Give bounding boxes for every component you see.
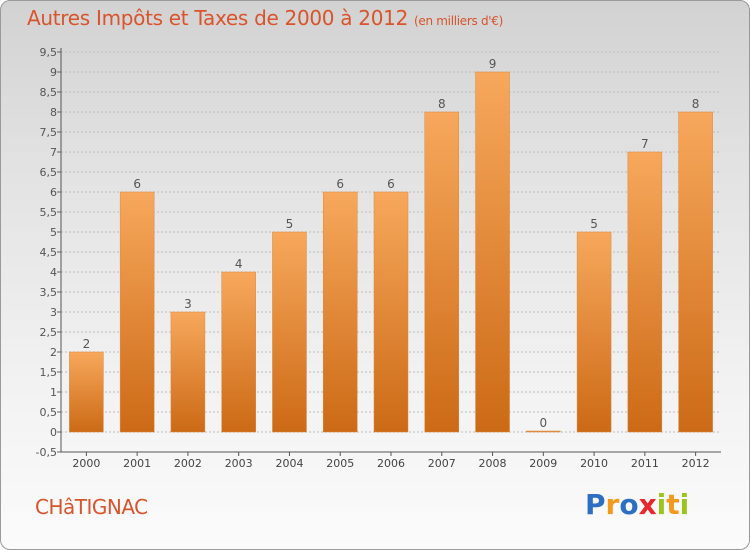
- logo-letter: t: [666, 488, 680, 521]
- x-tick-label: 2010: [580, 457, 608, 470]
- bar-value-label: 3: [184, 297, 192, 311]
- y-tick-label: 5: [50, 226, 57, 239]
- bar-value-label: 6: [336, 177, 344, 191]
- bar-value-label: 5: [590, 217, 598, 231]
- bar: [424, 111, 460, 433]
- logo-letter: i: [656, 488, 667, 521]
- bar: [475, 71, 510, 433]
- y-tick-label: 5,5: [40, 206, 58, 219]
- y-tick-label: 0: [50, 426, 57, 439]
- bar-value-label: 8: [692, 97, 700, 111]
- x-tick-label: 2006: [377, 457, 405, 470]
- y-tick-label: 8: [50, 106, 57, 119]
- logo-letter: o: [619, 488, 639, 521]
- y-tick-label: 9,5: [40, 46, 58, 59]
- bar: [119, 191, 155, 433]
- y-tick-label: 7: [50, 146, 57, 159]
- proxiti-logo: Proxiti: [585, 488, 689, 521]
- x-tick-label: 2003: [225, 457, 253, 470]
- chart-title-text: Autres Impôts et Taxes de 2000 à 2012: [27, 6, 408, 30]
- bar: [221, 271, 256, 433]
- y-tick-label: 7,5: [40, 126, 58, 139]
- logo-letter: P: [585, 488, 606, 521]
- x-tick-label: 2008: [479, 457, 507, 470]
- bar: [272, 231, 307, 433]
- x-tick-label: 2005: [326, 457, 354, 470]
- x-tick-label: 2011: [631, 457, 659, 470]
- y-tick-label: 3,5: [40, 286, 58, 299]
- bar-value-label: 2: [83, 337, 91, 351]
- bar: [678, 111, 713, 433]
- logo-letter: x: [638, 488, 657, 521]
- y-tick-label: 6,5: [40, 166, 58, 179]
- y-tick-label: 9: [50, 66, 57, 79]
- bar: [526, 430, 561, 433]
- bar-value-label: 6: [133, 177, 141, 191]
- y-tick-label: 1,5: [40, 366, 58, 379]
- logo-letter: i: [679, 488, 690, 521]
- bar-value-label: 7: [641, 137, 649, 151]
- x-tick-label: 2009: [529, 457, 557, 470]
- y-tick-label: 2: [50, 346, 57, 359]
- x-tick-label: 2007: [428, 457, 456, 470]
- commune-name: CHâTIGNAC: [35, 495, 148, 519]
- x-tick-label: 2002: [174, 457, 202, 470]
- bar: [627, 151, 663, 433]
- bar-value-label: 4: [235, 257, 243, 271]
- bar-value-label: 5: [286, 217, 294, 231]
- x-tick-label: 2000: [72, 457, 100, 470]
- chart-subtitle: (en milliers d'€): [414, 14, 504, 28]
- bar: [576, 231, 612, 433]
- bar-value-label: 8: [438, 97, 446, 111]
- y-tick-label: 0,5: [40, 406, 58, 419]
- bar-value-label: 6: [387, 177, 395, 191]
- x-tick-label: 2004: [275, 457, 303, 470]
- bar-value-label: 9: [489, 57, 497, 71]
- bar: [322, 191, 358, 433]
- x-tick-label: 2012: [682, 457, 710, 470]
- x-tick-label: 2001: [123, 457, 151, 470]
- y-tick-label: -0,5: [36, 446, 57, 459]
- chart-title: Autres Impôts et Taxes de 2000 à 2012 (en…: [27, 6, 503, 30]
- y-tick-label: 6: [50, 186, 57, 199]
- y-tick-label: 1: [50, 386, 57, 399]
- y-tick-label: 4,5: [40, 246, 58, 259]
- y-tick-label: 2,5: [40, 326, 58, 339]
- logo-letter: r: [605, 488, 620, 521]
- bar: [69, 351, 104, 433]
- bar: [373, 191, 409, 433]
- bar-value-label: 0: [539, 416, 547, 430]
- y-tick-label: 4: [50, 266, 57, 279]
- y-tick-label: 8,5: [40, 86, 58, 99]
- y-tick-label: 3: [50, 306, 57, 319]
- bar: [170, 311, 206, 433]
